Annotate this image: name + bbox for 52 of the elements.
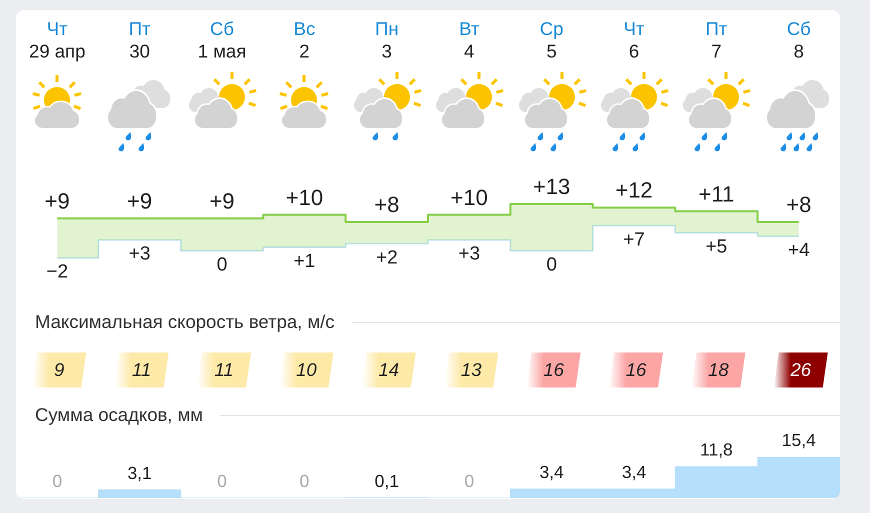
data-label: +11 (698, 181, 734, 206)
category-label: Ср 5 (540, 18, 564, 62)
data-label: 3,4 (539, 462, 564, 482)
data-label: 18 (708, 359, 730, 380)
data-label: 0 (300, 471, 310, 492)
data-label: 13 (460, 359, 482, 380)
category-label: Пт 30 (128, 18, 150, 62)
category-label: Сб 8 (786, 18, 811, 62)
data-label: +5 (706, 236, 728, 258)
data-label: 15,4 (782, 430, 816, 450)
chart-title: Сумма осадков, мм (35, 404, 204, 426)
text: Максимальная скорость ветра, м/с (35, 311, 335, 333)
category-label: Пн 3 (375, 18, 399, 62)
data-label: 0 (217, 471, 228, 492)
data-label: +3 (128, 244, 150, 265)
data-label: +9 (44, 188, 70, 214)
data-label: −2 (46, 262, 68, 283)
data-label: 3,1 (127, 462, 152, 483)
data-label: 9 (54, 359, 64, 380)
data-label: +13 (532, 174, 570, 200)
data-label: +4 (788, 240, 810, 262)
category-label: Вт 4 (459, 18, 480, 62)
data-label: 0 (52, 471, 62, 492)
category-label: Пт 7 (706, 18, 728, 62)
category-label: Чт 29 апр (29, 18, 86, 62)
data-label: +10 (450, 184, 488, 210)
data-label: 11 (214, 359, 234, 380)
data-label: 26 (790, 359, 812, 380)
data-label: 0 (216, 254, 228, 276)
data-label: +2 (376, 247, 398, 268)
data-label: 14 (378, 359, 400, 380)
data-label: +9 (209, 188, 235, 214)
data-label: 16 (543, 359, 565, 380)
category-label: Чт 6 (624, 18, 644, 62)
category-label: Вс 2 (294, 18, 316, 62)
data-label: +1 (294, 250, 316, 272)
data-label: 11 (132, 359, 152, 380)
data-label: +12 (615, 178, 653, 203)
data-label: 3,4 (622, 462, 646, 482)
data-label: 0 (546, 254, 557, 276)
data-label: 0 (464, 471, 474, 492)
data-label: 10 (296, 359, 318, 380)
data-label: 16 (626, 359, 647, 380)
data-label: 0,1 (374, 470, 399, 491)
data-label: +8 (786, 192, 812, 218)
data-label: +8 (374, 192, 400, 218)
data-label: 11,8 (700, 440, 733, 460)
data-label: +7 (623, 229, 645, 250)
data-label: +9 (127, 188, 152, 214)
category-label: Сб 1 мая (198, 18, 246, 62)
data-label: +10 (286, 184, 324, 210)
data-label: +3 (458, 244, 480, 265)
